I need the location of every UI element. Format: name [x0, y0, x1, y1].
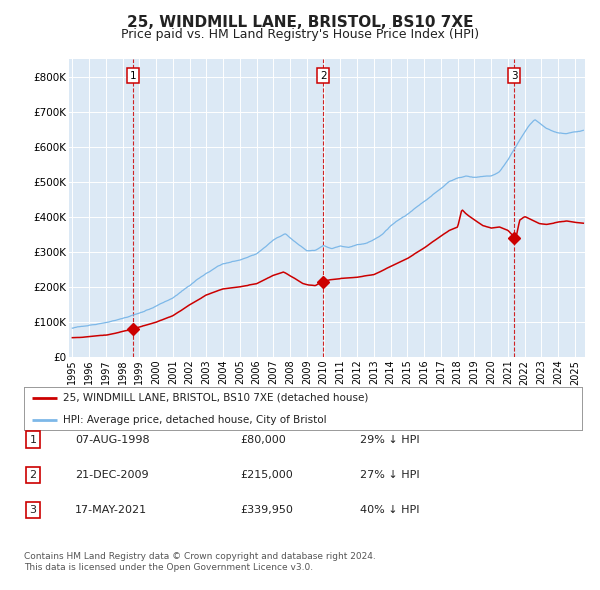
Text: Price paid vs. HM Land Registry's House Price Index (HPI): Price paid vs. HM Land Registry's House …: [121, 28, 479, 41]
Text: £215,000: £215,000: [240, 470, 293, 480]
Text: 21-DEC-2009: 21-DEC-2009: [75, 470, 149, 480]
Text: HPI: Average price, detached house, City of Bristol: HPI: Average price, detached house, City…: [63, 415, 326, 425]
Text: 25, WINDMILL LANE, BRISTOL, BS10 7XE (detached house): 25, WINDMILL LANE, BRISTOL, BS10 7XE (de…: [63, 393, 368, 402]
Text: 3: 3: [511, 71, 518, 81]
Text: 1: 1: [130, 71, 136, 81]
Text: 17-MAY-2021: 17-MAY-2021: [75, 506, 147, 515]
Text: Contains HM Land Registry data © Crown copyright and database right 2024.
This d: Contains HM Land Registry data © Crown c…: [24, 552, 376, 572]
Text: 3: 3: [29, 506, 37, 515]
Text: 07-AUG-1998: 07-AUG-1998: [75, 435, 149, 444]
Text: £80,000: £80,000: [240, 435, 286, 444]
Text: 29% ↓ HPI: 29% ↓ HPI: [360, 435, 419, 444]
Text: 1: 1: [29, 435, 37, 444]
Text: 2: 2: [29, 470, 37, 480]
Text: 40% ↓ HPI: 40% ↓ HPI: [360, 506, 419, 515]
Text: 25, WINDMILL LANE, BRISTOL, BS10 7XE: 25, WINDMILL LANE, BRISTOL, BS10 7XE: [127, 15, 473, 30]
Text: 2: 2: [320, 71, 326, 81]
Text: £339,950: £339,950: [240, 506, 293, 515]
Text: 27% ↓ HPI: 27% ↓ HPI: [360, 470, 419, 480]
